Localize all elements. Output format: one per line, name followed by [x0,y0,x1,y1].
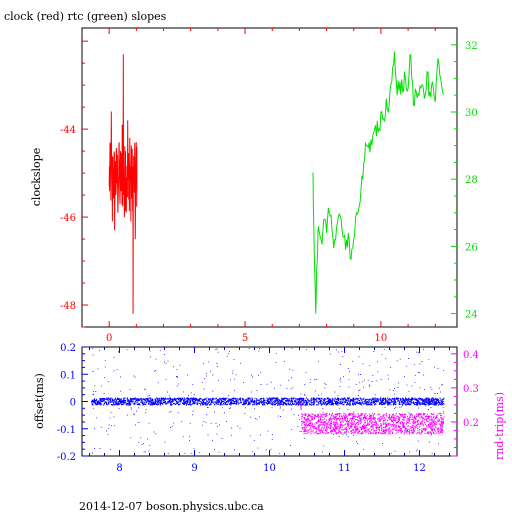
top-x-tick-label: 10 [375,333,388,344]
bottom-x-tick-label: 8 [116,463,122,474]
offset-series-band [91,397,445,406]
top-y2-tick-label: 30 [465,108,478,119]
footer-caption: 2014-12-07 boson.physics.ubc.ca [79,500,264,512]
rnd-trip-axis-label: rnd-trip(ms) [493,392,506,460]
clockslope-axis-label: clockslope [30,148,43,206]
bottom-y-tick-label: 0 [70,398,76,409]
bottom-y2-tick-label: 0.3 [463,384,479,395]
bottom-y-tick-label: -0.1 [57,425,76,436]
bottom-y-tick-label: 0.2 [60,343,76,354]
rtc-series-line [312,51,444,314]
top-y-tick-label: -48 [60,301,76,312]
bottom-x-tick-label: 11 [338,463,351,474]
offset-axis-label: offset(ms) [33,373,46,429]
bottom-x-tick-label: 10 [263,463,276,474]
top-x-tick-label: 5 [242,333,248,344]
slopes-plot-frame [81,27,458,328]
top-y2-tick-label: 28 [465,175,478,186]
bottom-y-tick-label: 0.1 [60,370,76,381]
chart-title: clock (red) rtc (green) slopes [4,10,167,23]
rnd-trip-series-band [301,412,445,435]
top-y-tick-label: -46 [60,213,76,224]
bottom-y-tick-label: -0.2 [57,452,76,463]
slopes-panel: 0 5 10 -44 -46 -48 24 26 28 30 32 clockslope [30,27,478,344]
bottom-y2-tick-label: 0.2 [463,418,479,429]
bottom-y2-tick-label: 0.4 [463,350,479,361]
top-y-tick-label: -44 [60,125,76,136]
top-y2-tick-label: 26 [465,242,478,253]
offset-panel: 8 9 10 11 12 0.2 0.1 0 -0.1 -0.2 0.4 0.3 0.2 offset(… [33,343,506,474]
top-y2-tick-label: 24 [465,310,478,321]
bottom-x-tick-label: 12 [413,463,426,474]
bottom-x-tick-label: 9 [191,463,197,474]
top-x-tick-label: 0 [106,333,112,344]
top-y2-tick-label: 32 [465,41,478,52]
offset-series-scatter [92,347,445,454]
clock-series-line [108,54,138,314]
